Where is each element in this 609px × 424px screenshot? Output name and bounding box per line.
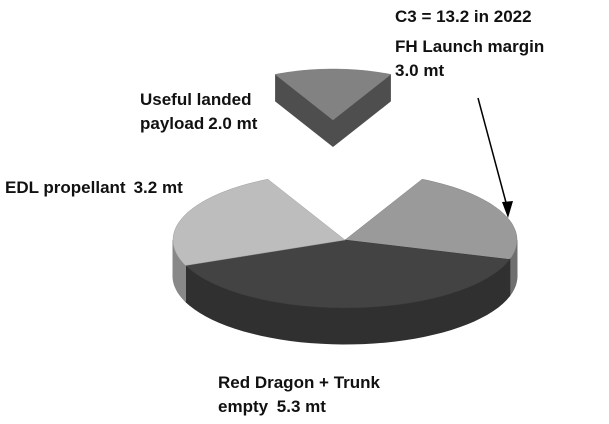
slice-label: FH Launch margin 3.0 mt [395, 37, 544, 80]
arrow-head [502, 201, 513, 218]
slice-top [274, 68, 392, 121]
value-label: 3.2 mt [134, 178, 183, 197]
slice [344, 178, 518, 298]
slice-label: EDL propellant 3.2 mt [5, 178, 183, 197]
label-line: FH Launch margin [395, 37, 544, 56]
annotation: C3 = 13.2 in 2022 [395, 7, 532, 26]
slice [172, 178, 346, 303]
value-label: 2.0 mt [208, 114, 257, 133]
slice-label: Useful landed payload 2.0 mt [140, 90, 258, 133]
label-line: EDL propellant [5, 178, 126, 197]
label-line: Red Dragon + Trunk [218, 373, 381, 392]
label-line: payload [140, 114, 204, 133]
labels: Useful landed payload 2.0 mt FH Launch marg… [5, 37, 544, 416]
slice-top [344, 178, 518, 260]
slice [274, 68, 392, 147]
slice-top [172, 178, 346, 266]
label-line: Useful landed [140, 90, 251, 109]
pie [172, 68, 518, 345]
slice-wall [333, 74, 391, 147]
slice-label: Red Dragon + Trunk empty 5.3 mt [218, 373, 381, 416]
slice-top [184, 239, 511, 309]
label-line: empty [218, 397, 273, 416]
slice-wall [275, 74, 333, 147]
value-label: 3.0 mt [395, 61, 444, 80]
slice [184, 239, 511, 345]
value-label: 5.3 mt [277, 397, 326, 416]
arrow [477, 97, 509, 211]
